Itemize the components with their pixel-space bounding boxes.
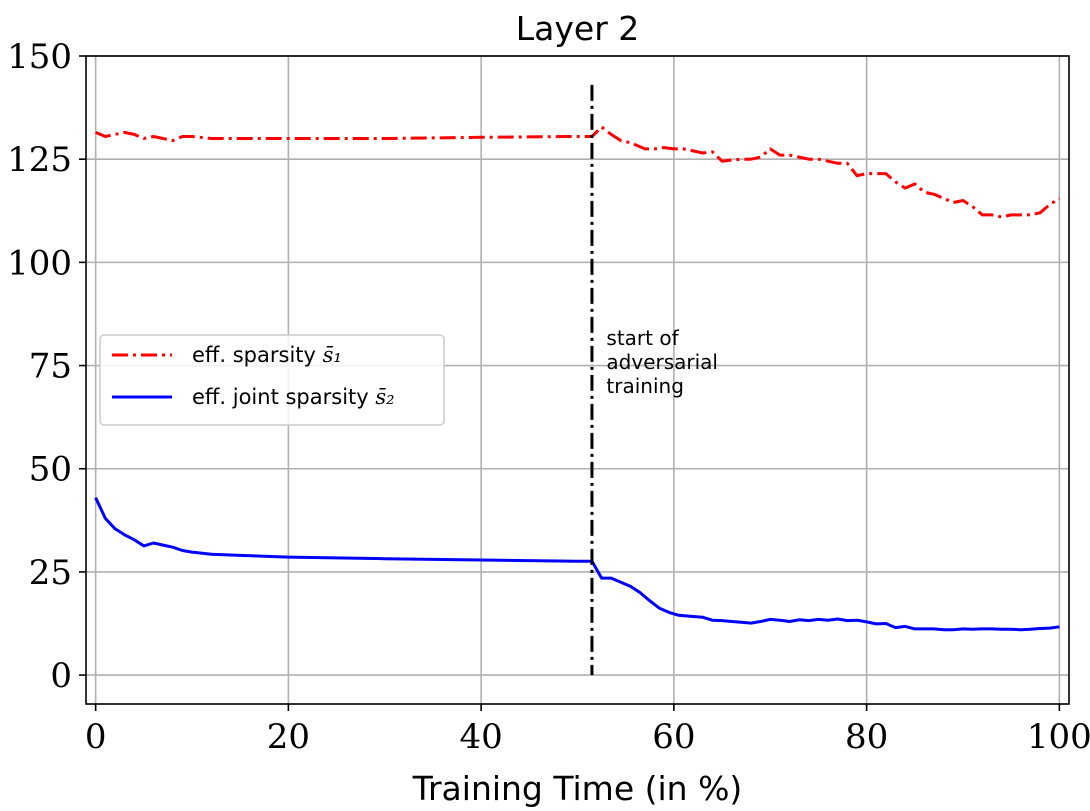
x-tick-label: 100	[1027, 717, 1090, 757]
y-tick-label: 0	[50, 656, 72, 696]
x-tick-label: 80	[845, 717, 888, 757]
legend-label-1: eff. sparsity s̄₁	[192, 343, 342, 367]
legend-box	[99, 334, 445, 426]
y-tick-label: 150	[7, 37, 72, 77]
x-tick-label: 60	[652, 717, 695, 757]
legend: eff. sparsity s̄₁ eff. joint sparsity s̄₂	[99, 334, 445, 426]
plot-frame	[85, 55, 1070, 705]
series-line-2	[94, 496, 1060, 632]
series-layer	[94, 84, 1061, 676]
annotation-line: adversarial	[606, 350, 718, 374]
x-tick-label: 40	[459, 717, 502, 757]
y-tick-label: 25	[29, 553, 72, 593]
x-tick-label: 0	[85, 717, 107, 757]
x-tick-label: 20	[267, 717, 310, 757]
series-line-1	[95, 125, 1061, 219]
x-axis-label: Training Time (in %)	[412, 769, 743, 808]
y-tick-label: 125	[7, 140, 72, 180]
chart-title: Layer 2	[516, 9, 640, 48]
y-tick-label: 50	[29, 450, 72, 490]
tick-layer: 0 20 40 60 80 100 0 25 50 75 100 125 150	[7, 37, 1090, 757]
legend-label-2: eff. joint sparsity s̄₂	[192, 385, 395, 409]
annotation-line: training	[606, 374, 683, 398]
y-tick-label: 100	[7, 243, 72, 283]
y-tick-label: 75	[29, 347, 72, 387]
annotation-line: start of	[606, 326, 679, 350]
